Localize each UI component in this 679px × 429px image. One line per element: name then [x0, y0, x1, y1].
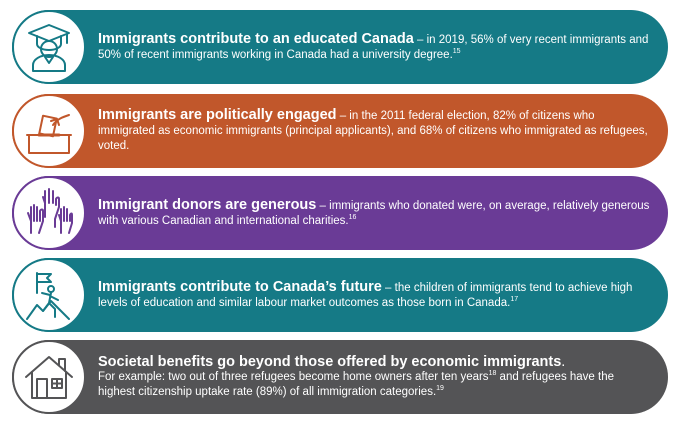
icon-circle — [12, 176, 86, 250]
footnote-ref[interactable]: 17 — [510, 295, 519, 303]
benefit-row-donors: Immigrant donors are generous – immigran… — [12, 176, 668, 388]
body-text: – in the 2011 federal election, 82% of c… — [98, 110, 648, 152]
ballot-box-icon — [26, 114, 72, 154]
headline: Immigrants contribute to an educated Can… — [98, 30, 414, 47]
footnote-ref[interactable]: 18 — [488, 369, 497, 377]
benefit-row-education: Immigrants contribute to an educated Can… — [12, 10, 668, 84]
body-text: For example: two out of three refugees b… — [98, 370, 489, 383]
benefit-row-societal: Societal benefits go beyond those offere… — [12, 340, 668, 414]
icon-circle — [12, 340, 86, 414]
headline: Immigrant donors are generous — [98, 196, 317, 213]
icon-circle — [12, 258, 86, 332]
benefit-row-political: Immigrants are politically engaged – in … — [12, 94, 668, 168]
icon-circle — [12, 94, 86, 168]
body-text: and refugees have the highest citizenshi… — [98, 370, 615, 398]
headline: Immigrants contribute to Canada’s future — [98, 278, 382, 295]
footnote-ref[interactable]: 19 — [436, 384, 444, 392]
row-text: Immigrants contribute to Canada’s future… — [98, 278, 650, 311]
row-text: Immigrant donors are generous – immigran… — [98, 196, 650, 229]
headline-text: Societal benefits go beyond those offere… — [98, 353, 562, 370]
row-text: Immigrants are politically engaged – in … — [98, 108, 650, 154]
footnote-ref[interactable]: 16 — [348, 213, 357, 221]
body-text: – in 2019, 56% of very recent immigrants… — [98, 33, 649, 61]
summit-flag-icon — [26, 272, 70, 320]
raised-hands-icon — [27, 188, 73, 234]
graduate-icon — [28, 24, 70, 72]
headline-period: . — [561, 353, 566, 370]
row-text: Immigrants contribute to an educated Can… — [98, 30, 650, 63]
row-text: Societal benefits go beyond those offere… — [98, 353, 650, 400]
benefit-row-future: Immigrants contribute to Canada’s future… — [12, 258, 668, 332]
icon-circle — [12, 10, 86, 84]
footnote-ref[interactable]: 15 — [452, 47, 461, 55]
house-icon — [25, 356, 73, 399]
body-text: – the children of immigrants tend to ach… — [98, 281, 633, 309]
headline: Societal benefits go beyond those offere… — [98, 353, 650, 370]
headline: Immigrants are politically engaged — [98, 107, 337, 123]
body-text: – immigrants who donated were, on averag… — [98, 199, 650, 227]
